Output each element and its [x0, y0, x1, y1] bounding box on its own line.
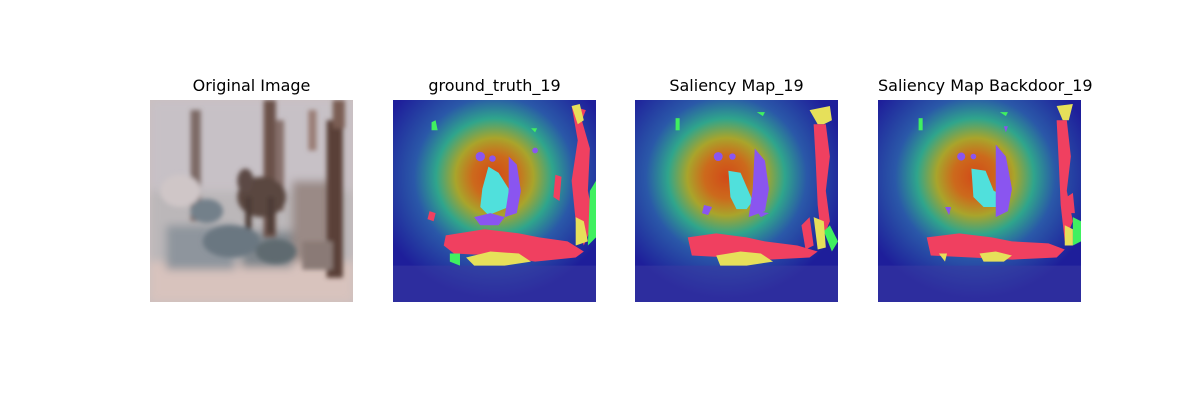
segment-cyan	[480, 166, 509, 216]
panel-ground-truth: ground_truth_19	[393, 72, 596, 302]
saliency-backdoor-heatmap	[878, 100, 1081, 302]
panel-original-image: Original Image	[150, 72, 353, 302]
saliency-heatmap	[635, 100, 838, 302]
panel-saliency-map: Saliency Map_19	[635, 72, 838, 302]
panel-title: ground_truth_19	[428, 76, 561, 95]
original-image	[150, 100, 353, 302]
panel-saliency-map-backdoor: Saliency Map Backdoor_19	[878, 72, 1093, 302]
panel-title: Saliency Map Backdoor_19	[878, 76, 1093, 95]
panel-title: Original Image	[192, 76, 311, 95]
panel-title: Saliency Map_19	[669, 76, 804, 95]
ground-truth-heatmap	[393, 100, 596, 302]
